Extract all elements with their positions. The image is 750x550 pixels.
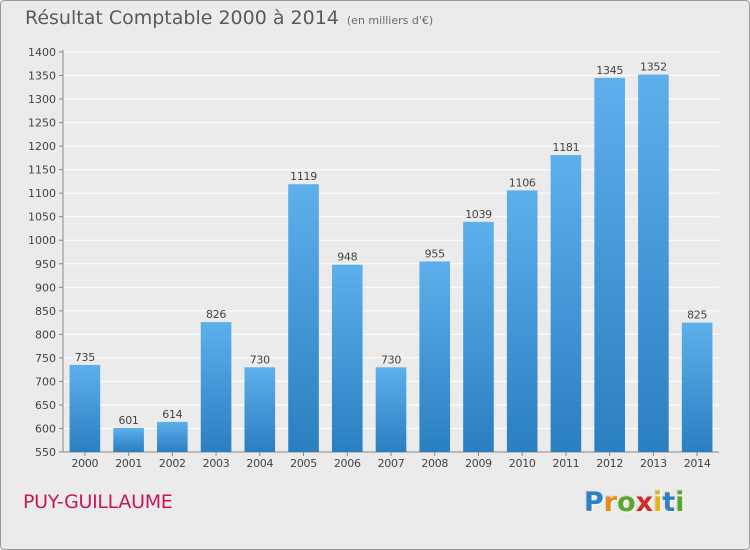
chart-subtitle: (en milliers d'€) — [346, 14, 434, 27]
x-tick-label: 2012 — [596, 457, 623, 470]
bar — [681, 322, 713, 452]
logo-letter: P — [584, 487, 604, 518]
y-tick-label: 1000 — [28, 234, 56, 247]
proxiti-logo: Proxiti — [584, 487, 685, 518]
data-label: 730 — [381, 353, 401, 366]
y-tick-label: 1350 — [28, 70, 56, 83]
bar — [200, 322, 232, 452]
logo-letter: o — [617, 487, 636, 518]
data-label: 1119 — [290, 170, 317, 183]
y-tick-label: 600 — [35, 422, 56, 435]
data-label: 1345 — [596, 64, 623, 77]
bar — [638, 74, 669, 453]
title-text: Résultat Comptable 2000 à 2014 — [25, 7, 339, 29]
y-tick-label: 750 — [35, 352, 56, 365]
logo-letter: i — [653, 487, 663, 518]
x-tick-label: 2014 — [684, 457, 711, 470]
y-tick-label: 650 — [35, 399, 56, 412]
data-label: 825 — [687, 309, 707, 322]
x-tick-label: 2010 — [509, 457, 536, 470]
data-label: 826 — [206, 308, 226, 321]
chart-title: Résultat Comptable 2000 à 2014 (en millie… — [25, 7, 433, 29]
data-label: 735 — [75, 351, 95, 364]
bar — [157, 421, 188, 452]
data-label: 948 — [337, 251, 357, 264]
bar — [463, 221, 494, 452]
y-tick-label: 900 — [35, 281, 56, 294]
logo-letter: r — [603, 487, 618, 518]
x-tick-label: 2004 — [246, 457, 273, 470]
bar — [419, 261, 451, 452]
bar — [550, 155, 582, 452]
x-tick-label: 2002 — [159, 457, 186, 470]
y-tick-label: 1100 — [28, 187, 56, 200]
y-tick-label: 1250 — [28, 117, 56, 130]
x-tick-label: 2006 — [334, 457, 361, 470]
x-tick-label: 2011 — [553, 457, 580, 470]
x-tick-label: 2007 — [378, 457, 405, 470]
data-label: 955 — [425, 247, 445, 260]
y-tick-label: 800 — [35, 328, 56, 341]
data-label: 730 — [250, 353, 270, 366]
y-tick-label: 700 — [35, 375, 56, 388]
x-tick-label: 2008 — [421, 457, 448, 470]
logo-letter: t — [662, 487, 676, 518]
data-label: 1106 — [509, 176, 536, 189]
x-tick-label: 2009 — [465, 457, 492, 470]
bar — [113, 428, 144, 452]
y-tick-label: 950 — [35, 258, 56, 271]
y-tick-label: 1300 — [28, 93, 56, 106]
data-label: 1352 — [640, 61, 667, 74]
data-label: 1181 — [553, 141, 580, 154]
data-label: 601 — [119, 414, 139, 427]
y-tick-label: 850 — [35, 305, 56, 318]
logo-letter: i — [675, 487, 685, 518]
data-label: 1039 — [465, 208, 492, 221]
y-tick-label: 1400 — [28, 46, 56, 59]
y-tick-label: 1200 — [28, 140, 56, 153]
x-tick-label: 2005 — [290, 457, 317, 470]
x-tick-label: 2000 — [71, 457, 98, 470]
bar — [375, 367, 407, 452]
bar — [506, 190, 538, 452]
bar — [331, 264, 363, 452]
bar — [244, 367, 276, 452]
x-tick-label: 2003 — [203, 457, 230, 470]
logo-letter: x — [635, 487, 654, 518]
bar — [594, 77, 625, 452]
bar — [288, 184, 319, 452]
bar — [69, 364, 101, 452]
commune-name: PUY-GUILLAUME — [23, 491, 173, 513]
data-label: 614 — [162, 408, 182, 421]
x-tick-label: 2013 — [640, 457, 667, 470]
y-tick-label: 1150 — [28, 164, 56, 177]
y-tick-label: 550 — [35, 446, 56, 459]
x-tick-label: 2001 — [115, 457, 142, 470]
y-tick-label: 1050 — [28, 211, 56, 224]
